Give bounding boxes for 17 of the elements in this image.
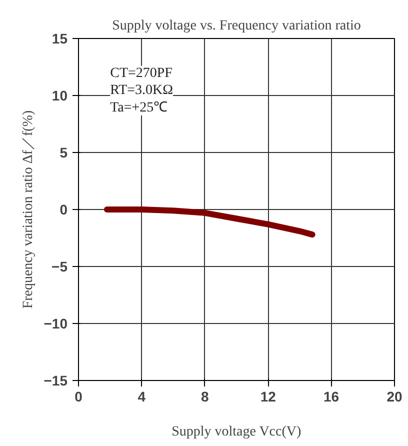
x-tick-label: 12 [260,388,276,404]
y-tick-label: −10 [44,316,68,332]
x-tick-label: 4 [138,388,146,404]
annotation: CT=270PF RT=3.0KΩ Ta=+25℃ [110,66,174,116]
y-tick-label: −5 [52,258,68,274]
y-tick-label: 0 [60,202,68,218]
x-tick-label: 8 [201,388,210,404]
y-tick-label: 15 [52,30,68,46]
y-tick-label: 5 [60,144,68,160]
chart-title: Supply voltage vs. Frequency variation ratio [112,18,361,34]
x-axis-title: Supply voltage Vcc(V) [172,424,302,440]
y-axis-title: Frequency variation ratio Δf／f(%) [20,110,36,309]
x-tick-label: 0 [74,388,83,404]
y-tick-label: 10 [52,88,68,104]
x-tick-label: 16 [324,388,340,404]
y-tick-label: −15 [44,372,68,388]
x-tick-label: 20 [386,388,402,404]
